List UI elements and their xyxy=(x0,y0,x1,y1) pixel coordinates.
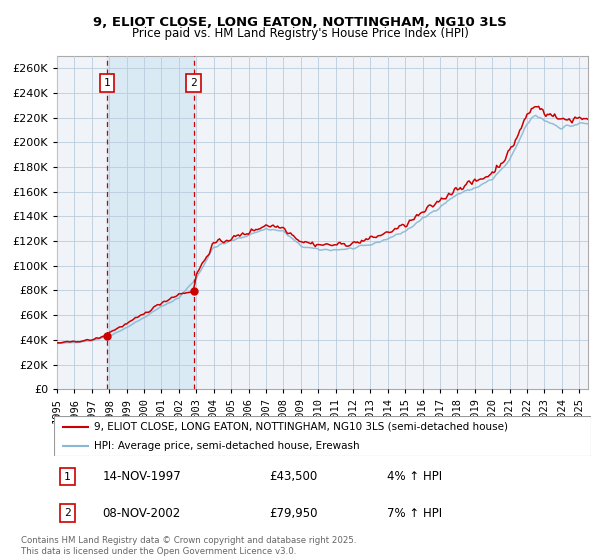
Text: 2: 2 xyxy=(190,78,197,88)
Text: 2: 2 xyxy=(64,508,71,518)
Text: £79,950: £79,950 xyxy=(269,506,317,520)
Text: 1: 1 xyxy=(104,78,110,88)
Text: £43,500: £43,500 xyxy=(269,470,317,483)
Text: 1: 1 xyxy=(64,472,71,482)
Text: HPI: Average price, semi-detached house, Erewash: HPI: Average price, semi-detached house,… xyxy=(94,441,360,450)
Text: 9, ELIOT CLOSE, LONG EATON, NOTTINGHAM, NG10 3LS: 9, ELIOT CLOSE, LONG EATON, NOTTINGHAM, … xyxy=(93,16,507,29)
Text: 7% ↑ HPI: 7% ↑ HPI xyxy=(387,506,442,520)
Text: 14-NOV-1997: 14-NOV-1997 xyxy=(103,470,181,483)
Text: 4% ↑ HPI: 4% ↑ HPI xyxy=(387,470,442,483)
Text: Price paid vs. HM Land Registry's House Price Index (HPI): Price paid vs. HM Land Registry's House … xyxy=(131,27,469,40)
Text: 9, ELIOT CLOSE, LONG EATON, NOTTINGHAM, NG10 3LS (semi-detached house): 9, ELIOT CLOSE, LONG EATON, NOTTINGHAM, … xyxy=(94,422,508,432)
Text: 08-NOV-2002: 08-NOV-2002 xyxy=(103,506,181,520)
Bar xyxy=(107,56,194,389)
Text: Contains HM Land Registry data © Crown copyright and database right 2025.
This d: Contains HM Land Registry data © Crown c… xyxy=(21,536,356,556)
